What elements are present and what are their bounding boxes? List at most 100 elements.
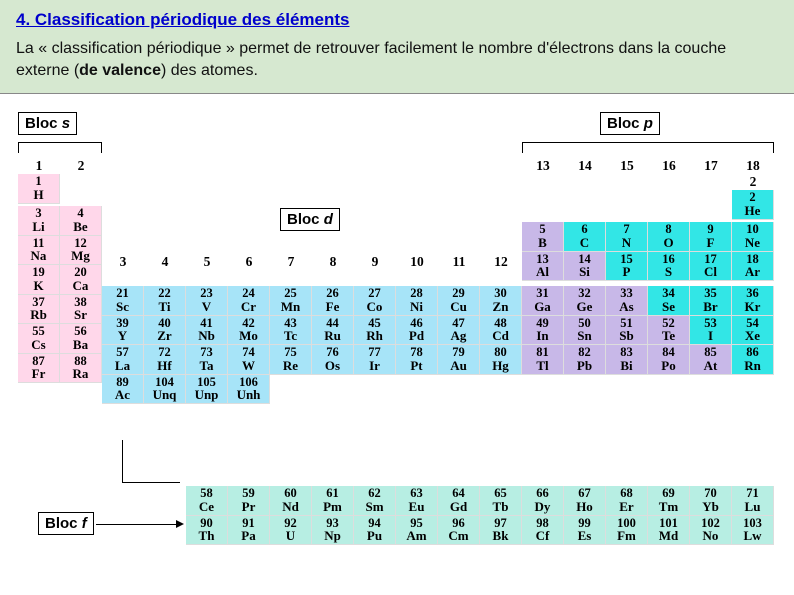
element-cell: 12Mg: [60, 236, 102, 266]
element-cell: 102No: [690, 516, 732, 546]
col-hd: 4: [144, 254, 186, 272]
element-cell: 44Ru: [312, 316, 354, 346]
element-cell: 56Ba: [60, 324, 102, 354]
page-subtitle: La « classification périodique » permet …: [16, 38, 778, 81]
element-cell: 38Sr: [60, 295, 102, 325]
element-cell: 85At: [690, 345, 732, 375]
element-cell: 35Br: [690, 286, 732, 316]
element-cell: 68Er: [606, 486, 648, 516]
element-cell: 55Cs: [18, 324, 60, 354]
element-cell: 61Pm: [312, 486, 354, 516]
element-cell: 71Lu: [732, 486, 774, 516]
sub-b: de valence: [79, 62, 161, 79]
element-cell: 86Rn: [732, 345, 774, 375]
f-connector-h: [122, 482, 180, 483]
element-cell: 91Pa: [228, 516, 270, 546]
element-cell: 16S: [648, 252, 690, 282]
element-cell: 75Re: [270, 345, 312, 375]
element-cell: 67Ho: [564, 486, 606, 516]
col-hd: 16: [648, 158, 690, 176]
element-cell: 41Nb: [186, 316, 228, 346]
element-cell: 103Lw: [732, 516, 774, 546]
element-cell: 7N: [606, 222, 648, 252]
element-cell: 26Fe: [312, 286, 354, 316]
element-cell: 39Y: [102, 316, 144, 346]
element-cell: [438, 375, 480, 405]
element-cell: 92U: [270, 516, 312, 546]
element-cell: 106Unh: [228, 375, 270, 405]
element-cell: 45Rh: [354, 316, 396, 346]
f-arrow-head: [176, 520, 184, 528]
element-cell: 10Ne: [732, 222, 774, 252]
col-hd: 9: [354, 254, 396, 272]
element-cell: 87Fr: [18, 354, 60, 384]
element-cell: 96Cm: [438, 516, 480, 546]
element-cell: 98Cf: [522, 516, 564, 546]
sub-c: ) des atomes.: [161, 62, 258, 79]
element-cell: 82Pb: [564, 345, 606, 375]
f-block: 58Ce59Pr60Nd61Pm62Sm63Eu64Gd65Tb66Dy67Ho…: [186, 486, 774, 545]
element-cell: 17Cl: [690, 252, 732, 282]
element-cell: 69Tm: [648, 486, 690, 516]
col-hd: 15: [606, 158, 648, 176]
element-cell: [270, 375, 312, 405]
f-connector-v: [122, 440, 123, 482]
element-cell: 46Pd: [396, 316, 438, 346]
page-title: 4. Classification périodique des élément…: [16, 10, 778, 30]
element-cell: 79Au: [438, 345, 480, 375]
element-cell: 73Ta: [186, 345, 228, 375]
element-cell: 76Os: [312, 345, 354, 375]
element-cell: 29Cu: [438, 286, 480, 316]
element-cell: 13Al: [522, 252, 564, 282]
element-cell: 40Zr: [144, 316, 186, 346]
element-cell: 27Co: [354, 286, 396, 316]
col-hd: 11: [438, 254, 480, 272]
element-cell: 32Ge: [564, 286, 606, 316]
p-block-top: 5B6C7N8O9F10Ne13Al14Si15P16S17Cl18Ar: [522, 222, 774, 281]
hydrogen-cell: 1H: [18, 174, 60, 204]
s-block: 3Li4Be11Na12Mg19K20Ca37Rb38Sr55Cs56Ba87F…: [18, 206, 102, 383]
bloc-f-label: Bloc f: [38, 512, 94, 535]
element-cell: 4Be: [60, 206, 102, 236]
element-cell: 30Zn: [480, 286, 522, 316]
element-cell: 97Bk: [480, 516, 522, 546]
element-cell: 59Pr: [228, 486, 270, 516]
element-cell: 66Dy: [522, 486, 564, 516]
element-cell: 24Cr: [228, 286, 270, 316]
element-cell: 9F: [690, 222, 732, 252]
element-cell: 23V: [186, 286, 228, 316]
element-cell: 80Hg: [480, 345, 522, 375]
element-cell: 52Te: [648, 316, 690, 346]
element-cell: 34Se: [648, 286, 690, 316]
element-cell: 3Li: [18, 206, 60, 236]
element-cell: 51Sb: [606, 316, 648, 346]
element-cell: 62Sm: [354, 486, 396, 516]
d-block: 21Sc22Ti23V24Cr25Mn26Fe27Co28Ni29Cu30Zn3…: [102, 286, 522, 404]
element-cell: 36Kr: [732, 286, 774, 316]
element-cell: 89Ac: [102, 375, 144, 405]
bloc-s-label: Bloc s: [18, 112, 77, 135]
element-cell: 37Rb: [18, 295, 60, 325]
element-cell: 25Mn: [270, 286, 312, 316]
element-cell: 14Si: [564, 252, 606, 282]
element-cell: 64Gd: [438, 486, 480, 516]
col-hd: 3: [102, 254, 144, 272]
element-cell: 42Mo: [228, 316, 270, 346]
element-cell: 1H: [18, 174, 60, 204]
periodic-table-stage: Bloc s Bloc p Bloc d Bloc f 1 2 13 14 15…: [0, 94, 794, 574]
col-hd: 13: [522, 158, 564, 176]
bloc-p-label: Bloc p: [600, 112, 660, 135]
element-cell: 18Ar: [732, 252, 774, 282]
element-cell: 28Ni: [396, 286, 438, 316]
element-cell: 21Sc: [102, 286, 144, 316]
element-cell: 54Xe: [732, 316, 774, 346]
element-cell: 20Ca: [60, 265, 102, 295]
element-cell: [354, 375, 396, 405]
element-cell: [312, 375, 354, 405]
element-cell: 70Yb: [690, 486, 732, 516]
element-cell: 90Th: [186, 516, 228, 546]
element-cell: 65Tb: [480, 486, 522, 516]
element-cell: 15P: [606, 252, 648, 282]
element-cell: 6C: [564, 222, 606, 252]
element-cell: 47Ag: [438, 316, 480, 346]
